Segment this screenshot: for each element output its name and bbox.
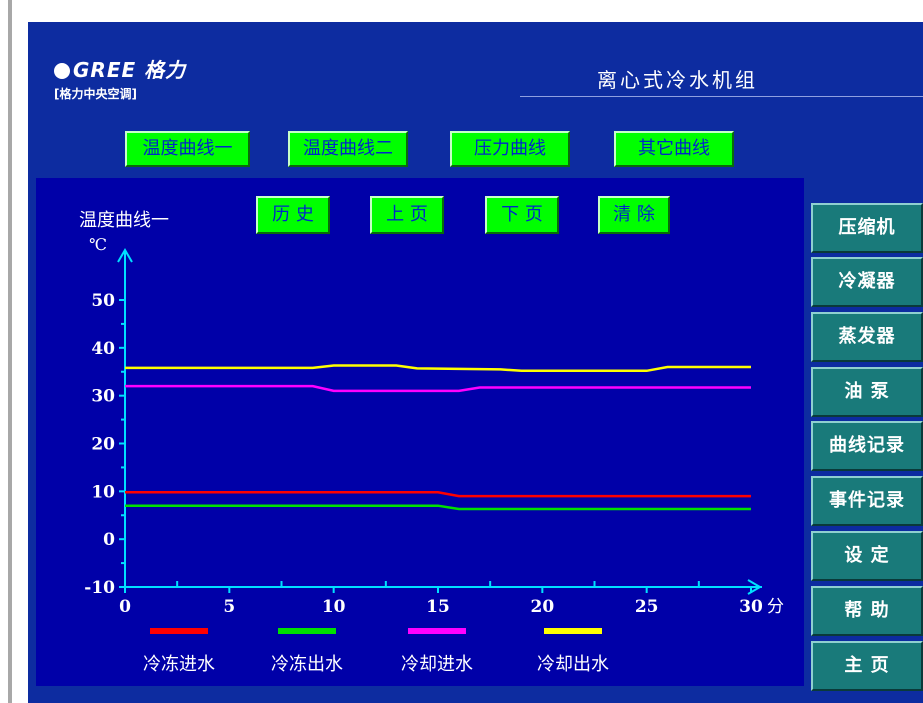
y-tick-label: 10 bbox=[91, 482, 115, 502]
tab-pressure-curve[interactable]: 压力曲线 bbox=[450, 131, 570, 167]
oil-pump-button[interactable]: 油 泵 bbox=[811, 367, 923, 417]
settings-button[interactable]: 设 定 bbox=[811, 531, 923, 581]
next-page-button[interactable]: 下 页 bbox=[485, 196, 559, 234]
condenser-button[interactable]: 冷凝器 bbox=[811, 257, 923, 307]
y-tick-label: 0 bbox=[103, 530, 115, 550]
page-title: 离心式冷水机组 bbox=[597, 68, 758, 92]
chart-area bbox=[36, 178, 804, 686]
legend-label-4: 冷却出水 bbox=[537, 654, 609, 675]
y-axis-unit-label: ℃ bbox=[89, 235, 107, 254]
y-tick-label: 50 bbox=[91, 291, 115, 311]
tab-other-curves[interactable]: 其它曲线 bbox=[614, 131, 734, 167]
x-axis-unit-label: 分 bbox=[767, 597, 784, 617]
y-tick-label: 20 bbox=[91, 435, 115, 455]
y-tick-label: 30 bbox=[91, 387, 115, 407]
x-tick-label: 10 bbox=[322, 597, 346, 617]
prev-page-button[interactable]: 上 页 bbox=[370, 196, 444, 234]
chart-title: 温度曲线一 bbox=[79, 210, 169, 231]
legend-swatch-3 bbox=[408, 628, 466, 634]
x-tick-label: 20 bbox=[530, 597, 554, 617]
history-button[interactable]: 历 史 bbox=[256, 196, 330, 234]
legend-swatch-4 bbox=[544, 628, 602, 634]
brand-logo: GREE 格力 [格力中央空调] bbox=[54, 54, 186, 102]
clear-button[interactable]: 清 除 bbox=[598, 196, 670, 234]
legend-swatch-2 bbox=[278, 628, 336, 634]
x-tick-label: 5 bbox=[223, 597, 235, 617]
logo-text: GREE 格力 bbox=[73, 58, 187, 82]
gree-logo: GREE 格力 bbox=[54, 54, 186, 83]
x-tick-label: 15 bbox=[426, 597, 450, 617]
x-tick-label: 25 bbox=[635, 597, 659, 617]
evaporator-button[interactable]: 蒸发器 bbox=[811, 312, 923, 362]
series-line-3 bbox=[125, 384, 751, 393]
x-tick-label: 0 bbox=[119, 597, 131, 617]
compressor-button[interactable]: 压缩机 bbox=[811, 203, 923, 253]
tab-temperature-curve-1[interactable]: 温度曲线一 bbox=[125, 131, 250, 167]
y-tick-label: -10 bbox=[84, 578, 115, 598]
chart-legend: 冷冻进水 冷冻出水 冷却进水 冷却出水 bbox=[143, 628, 609, 675]
legend-label-3: 冷却进水 bbox=[401, 654, 473, 675]
series-line-4 bbox=[125, 364, 751, 373]
y-tick-label: 40 bbox=[91, 339, 115, 359]
title-divider bbox=[520, 96, 923, 97]
series-line-2 bbox=[125, 504, 751, 511]
y-axis-arrow bbox=[117, 248, 133, 263]
legend-label-2: 冷冻出水 bbox=[271, 654, 343, 675]
gree-logo-icon bbox=[54, 63, 70, 79]
chart-series bbox=[125, 364, 751, 511]
brand-subtitle: [格力中央空调] bbox=[54, 87, 137, 101]
legend-swatch-1 bbox=[150, 628, 208, 634]
x-tick-label: 30 bbox=[739, 597, 763, 617]
curve-record-button[interactable]: 曲线记录 bbox=[811, 421, 923, 471]
tab-temperature-curve-2[interactable]: 温度曲线二 bbox=[288, 131, 408, 167]
window-border bbox=[8, 0, 12, 703]
event-record-button[interactable]: 事件记录 bbox=[811, 476, 923, 526]
series-line-1 bbox=[125, 491, 751, 498]
help-button[interactable]: 帮 助 bbox=[811, 586, 923, 636]
legend-label-1: 冷冻进水 bbox=[143, 654, 215, 675]
home-button[interactable]: 主 页 bbox=[811, 641, 923, 691]
